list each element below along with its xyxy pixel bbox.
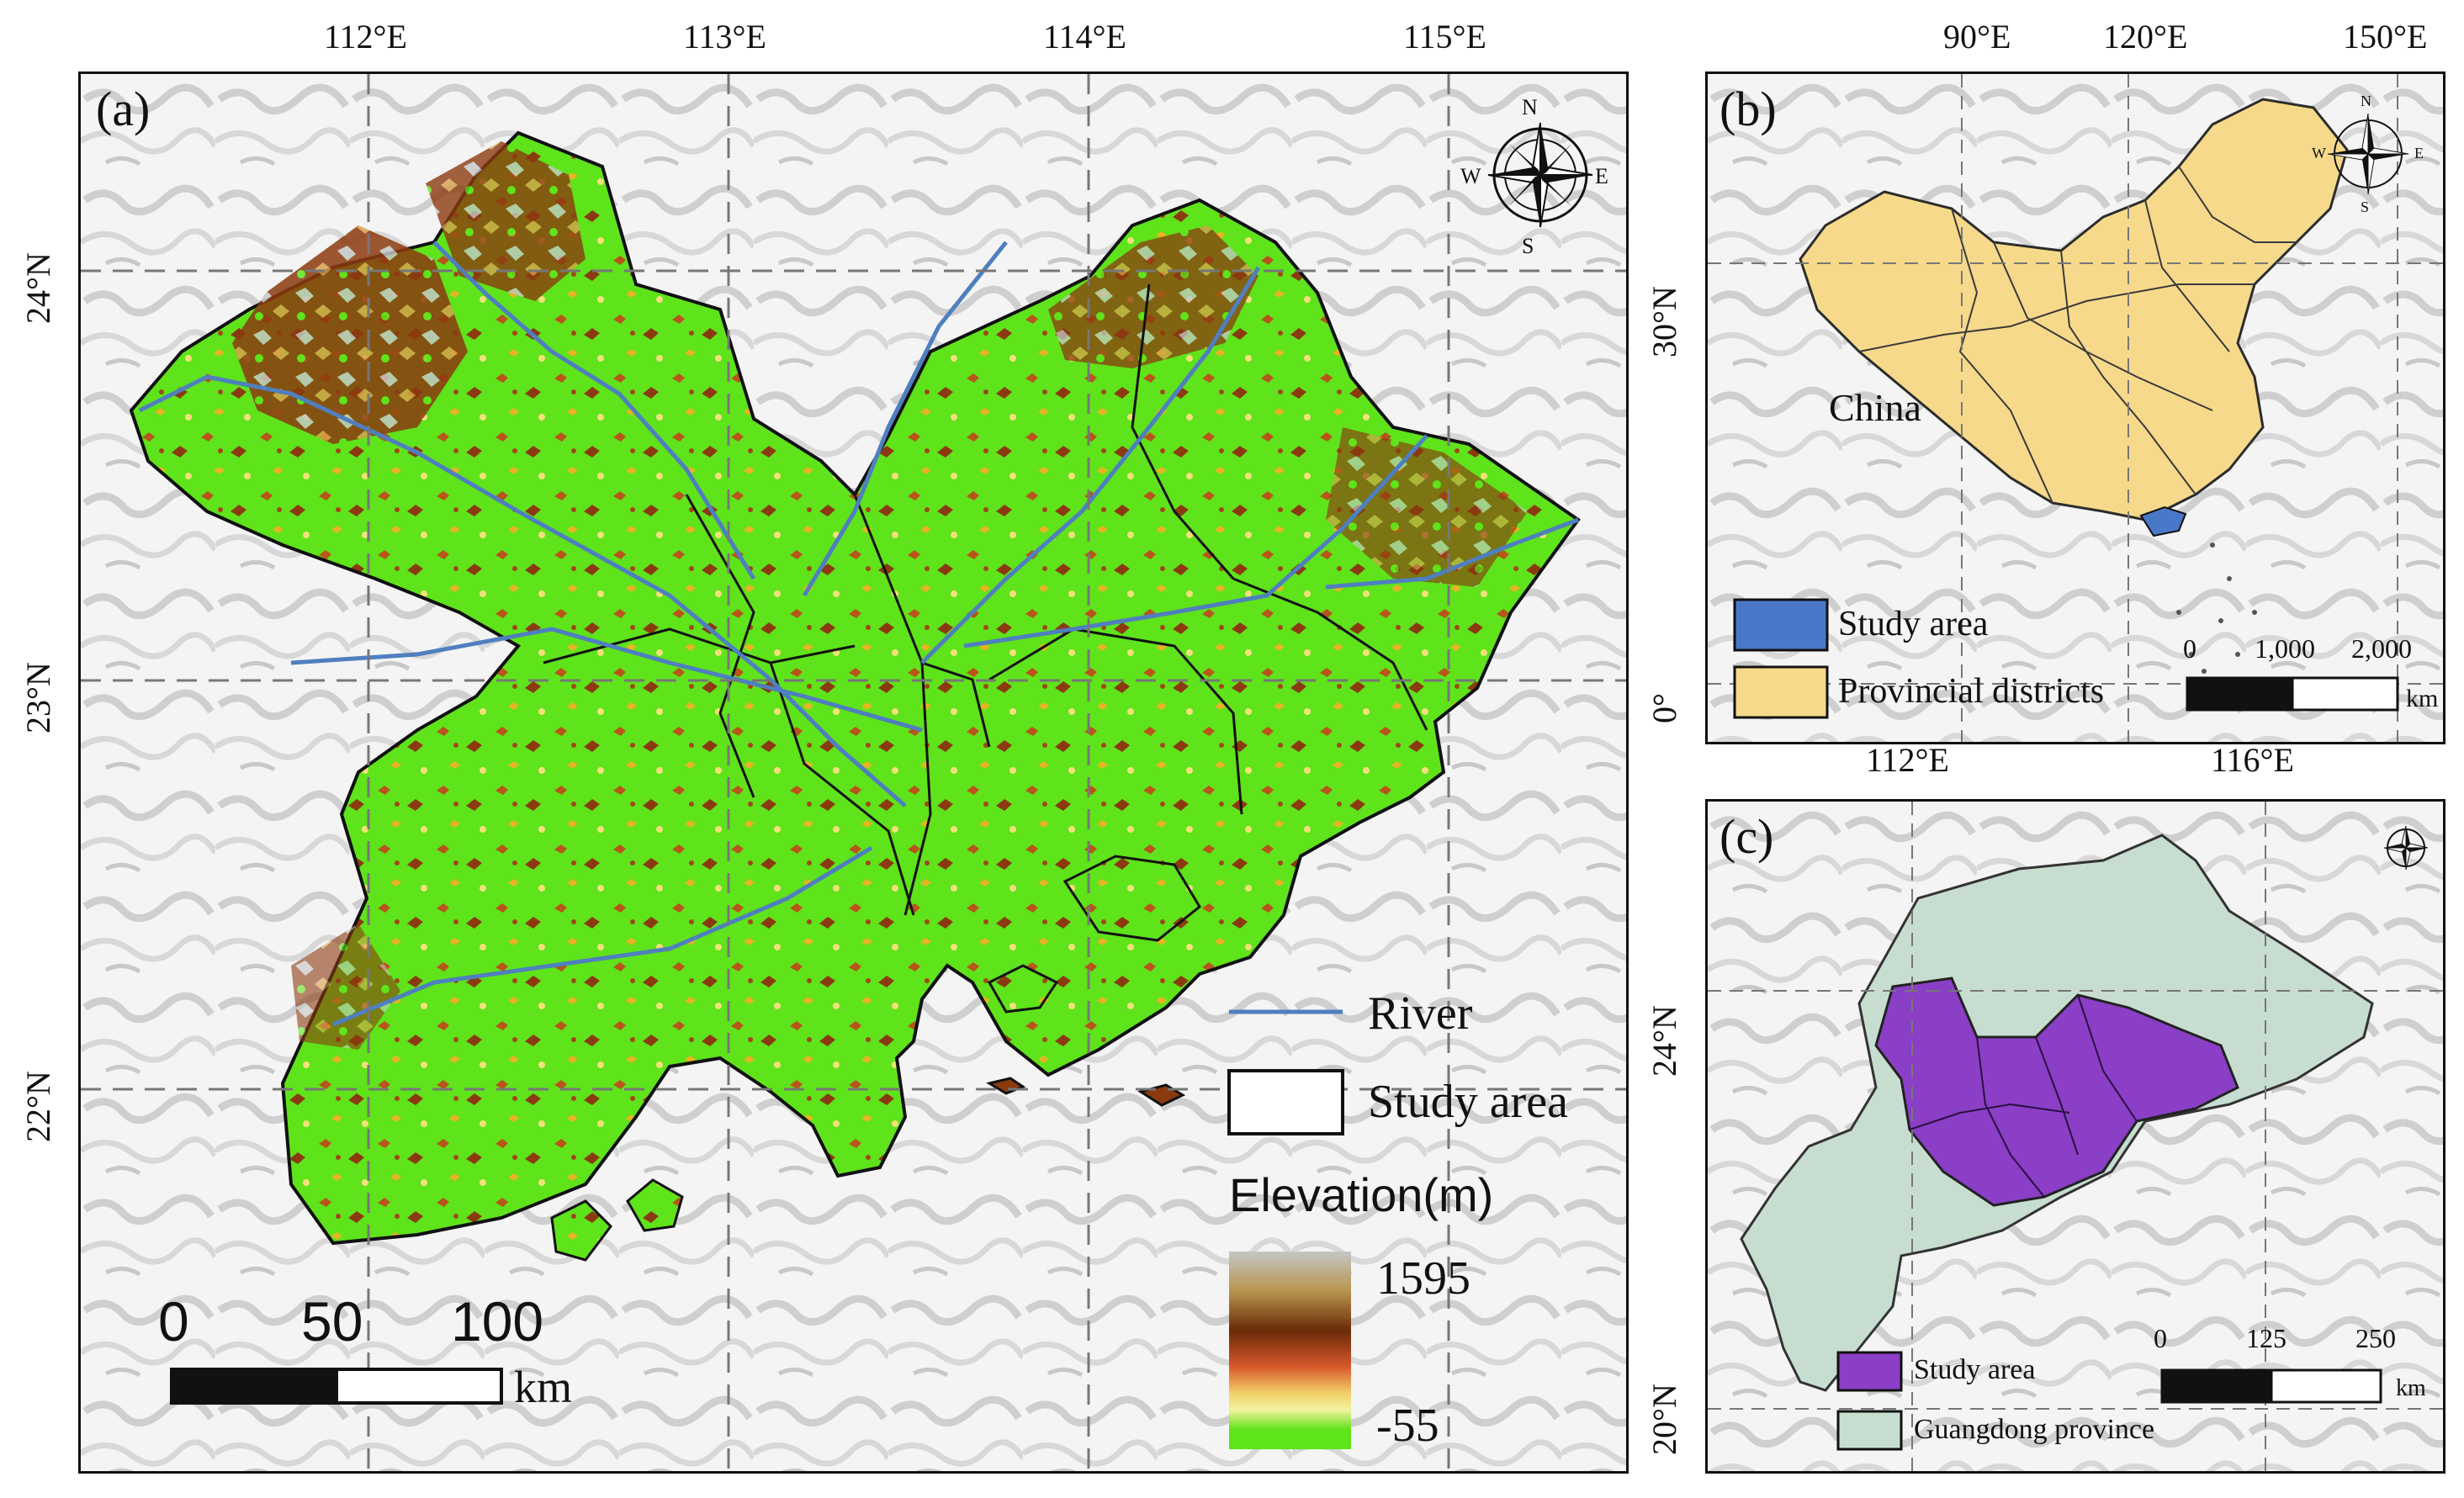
study-area-region (129, 130, 1581, 1246)
district-boundaries (1909, 994, 2138, 1198)
compass-rose-icon (2383, 825, 2429, 871)
scale-label-0: 0 (2183, 633, 2196, 664)
lat-tick-22: 22°N (19, 1071, 57, 1142)
lon-tick-90: 90°E (1943, 18, 2011, 56)
island (1062, 855, 1201, 942)
lat-tick-23: 23°N (19, 662, 57, 733)
island (987, 964, 1059, 1014)
compass-s: S (2361, 198, 2370, 215)
graticule (81, 74, 1626, 1471)
compass-e: E (2414, 145, 2424, 161)
south-china-sea-islands (2176, 543, 2257, 674)
lon-tick-120: 120°E (2103, 18, 2188, 56)
legend-provincial-label: Provincial districts (1838, 672, 2105, 711)
lat-tick-20c: 20°N (1645, 1384, 1683, 1455)
legend-guangdong-label: Guangdong province (1914, 1414, 2155, 1445)
compass-s: S (1522, 234, 1534, 258)
legend-elevation-max: 1595 (1376, 1252, 1470, 1305)
scale-label-100: 100 (451, 1290, 544, 1352)
scale-bar (2160, 1368, 2382, 1404)
compass-e: E (1595, 164, 1608, 188)
lon-tick-112: 112°E (324, 18, 407, 56)
scale-label-250: 250 (2355, 1323, 2396, 1353)
scale-label-0: 0 (2154, 1323, 2167, 1353)
legend-study-area-label: Study area (1368, 1076, 1568, 1128)
island (626, 1178, 684, 1232)
panel-a-map-canvas (81, 74, 1626, 1471)
panel-a-label: (a) (96, 82, 151, 136)
china-provinces (1799, 98, 2349, 521)
compass-w: W (2312, 145, 2326, 161)
scale-label-0: 0 (158, 1290, 189, 1352)
lon-tick-115: 115°E (1403, 18, 1486, 56)
scale-unit: km (2406, 685, 2439, 712)
scale-label-2000: 2,000 (2351, 633, 2412, 664)
lat-tick-30: 30°N (1645, 286, 1683, 357)
lon-tick-150: 150°E (2343, 18, 2428, 56)
compass-n: N (1522, 95, 1538, 119)
legend-elevation-title: Elevation(m) (1229, 1168, 1494, 1221)
southwest-highlands (291, 924, 400, 1050)
panel-b-china-map: (b) China N S E W Study area Provincial … (1705, 71, 2445, 744)
scale-unit: km (514, 1362, 573, 1412)
lat-tick-24c: 24°N (1645, 1005, 1683, 1077)
northern-peaks (426, 141, 586, 301)
panel-c-guangdong-map: (c) Study area Guangdong province 0 125 … (1705, 799, 2445, 1474)
lat-tick-24: 24°N (19, 252, 57, 324)
scale-label-125: 125 (2246, 1323, 2286, 1353)
panel-c-label: (c) (1720, 809, 1774, 864)
panel-b-label: (b) (1720, 82, 1777, 136)
compass-rose-icon (1487, 122, 1593, 228)
scale-label-1000: 1,000 (2255, 633, 2315, 664)
legend-river-label: River (1368, 987, 1473, 1040)
legend-study-area-swatch (1733, 598, 1829, 652)
scale-bar (170, 1368, 503, 1405)
panel-a-study-area-map: (a) N S E W River Study area Elevation(m… (78, 71, 1629, 1474)
scale-unit: km (2396, 1375, 2426, 1401)
panel-b-map-canvas (1708, 74, 2443, 742)
legend-study-area-swatch (1836, 1351, 1903, 1392)
legend-study-area-label: Study area (1838, 605, 1989, 643)
scale-label-50: 50 (301, 1290, 363, 1352)
lon-tick-116c: 116°E (2211, 741, 2294, 779)
eastern-highlands (1326, 427, 1528, 587)
legend-elevation-min: -55 (1376, 1400, 1439, 1452)
island (550, 1199, 612, 1262)
legend-guangdong-swatch (1836, 1410, 1903, 1451)
lon-tick-113: 113°E (683, 18, 766, 56)
compass-rose-icon (2327, 113, 2409, 195)
china-label: China (1829, 386, 1921, 429)
lon-tick-112c: 112°E (1866, 741, 1949, 779)
northeast-highlands (1048, 225, 1258, 368)
legend-study-area-swatch (1227, 1069, 1344, 1135)
compass-n: N (2361, 93, 2371, 109)
northwest-highlands (232, 225, 468, 444)
lat-tick-0: 0° (1645, 693, 1683, 723)
study-area-in-china (2139, 506, 2187, 537)
panel-c-map-canvas (1708, 802, 2443, 1471)
elevation-color-ramp (1229, 1252, 1351, 1449)
legend-study-area-label: Study area (1914, 1354, 2036, 1385)
rivers (138, 241, 1579, 1027)
legend-provincial-swatch (1733, 665, 1829, 719)
scale-bar (2186, 676, 2399, 712)
compass-w: W (1460, 164, 1481, 188)
province-boundaries (1858, 166, 2297, 504)
lon-tick-114: 114°E (1043, 18, 1126, 56)
